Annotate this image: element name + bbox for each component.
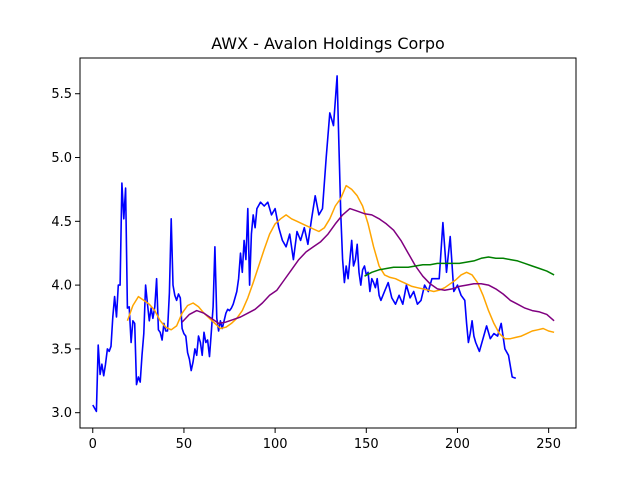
y-tick-label: 4.5 [51, 215, 72, 230]
y-tick-label: 3.0 [51, 406, 72, 421]
x-tick-label: 150 [354, 437, 379, 452]
x-tick-label: 200 [445, 437, 470, 452]
y-tick-label: 5.5 [51, 87, 72, 102]
y-tick-label: 4.0 [51, 279, 72, 294]
y-tick-label: 3.5 [51, 342, 72, 357]
x-tick-label: 0 [89, 437, 97, 452]
chart-title: AWX - Avalon Holdings Corpo [211, 34, 445, 53]
series-layer [92, 75, 555, 413]
x-tick-label: 50 [176, 437, 193, 452]
series-line-2 [181, 207, 555, 325]
x-axis: 0 50 100 150 200 250 [89, 428, 561, 452]
series-line-1 [126, 184, 555, 340]
y-tick-label: 5.0 [51, 151, 72, 166]
plot-frame [79, 57, 577, 429]
x-tick-label: 100 [263, 437, 288, 452]
y-axis: 3.0 3.5 4.0 4.5 5.0 5.5 [51, 87, 80, 421]
x-tick-label: 250 [536, 437, 561, 452]
series-line-0 [92, 75, 517, 413]
series-line-3 [364, 256, 555, 277]
